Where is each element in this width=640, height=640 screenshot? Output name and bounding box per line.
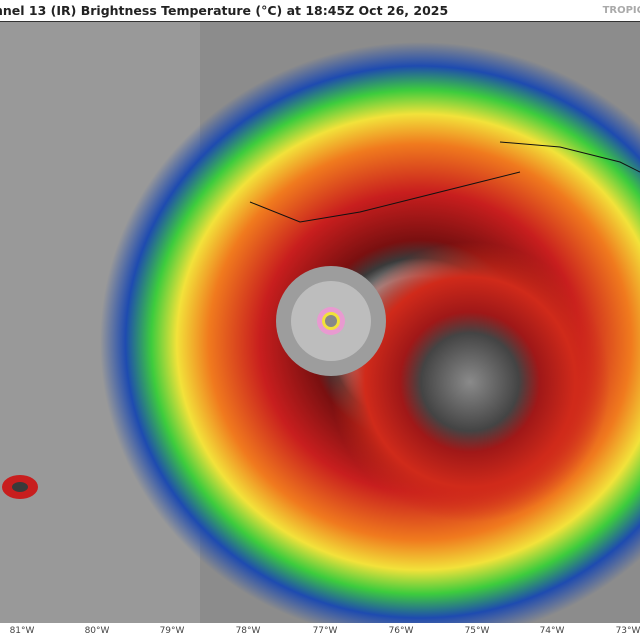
- satellite-image: [0, 22, 640, 640]
- lon-label: 75°W: [464, 626, 490, 636]
- image-title: nnel 13 (IR) Brightness Temperature (°C)…: [0, 3, 449, 18]
- lon-label: 78°W: [235, 626, 261, 636]
- hurricane-eye: [325, 315, 337, 327]
- longitude-axis: 81°W 80°W 79°W 78°W 77°W 76°W 75°W 74°W …: [0, 623, 640, 640]
- lon-label: 76°W: [388, 626, 414, 636]
- title-bar: nnel 13 (IR) Brightness Temperature (°C)…: [0, 0, 640, 21]
- lon-label: 74°W: [539, 626, 565, 636]
- coastline: [249, 171, 521, 223]
- lon-label: 80°W: [84, 626, 110, 636]
- brand-watermark: TROPIC: [602, 5, 640, 16]
- lon-label: 77°W: [312, 626, 338, 636]
- lon-label: 73°W: [615, 626, 640, 636]
- satellite-map: [0, 21, 640, 640]
- lon-label: 81°W: [9, 626, 35, 636]
- convection-cluster: [330, 242, 610, 522]
- lon-label: 79°W: [159, 626, 185, 636]
